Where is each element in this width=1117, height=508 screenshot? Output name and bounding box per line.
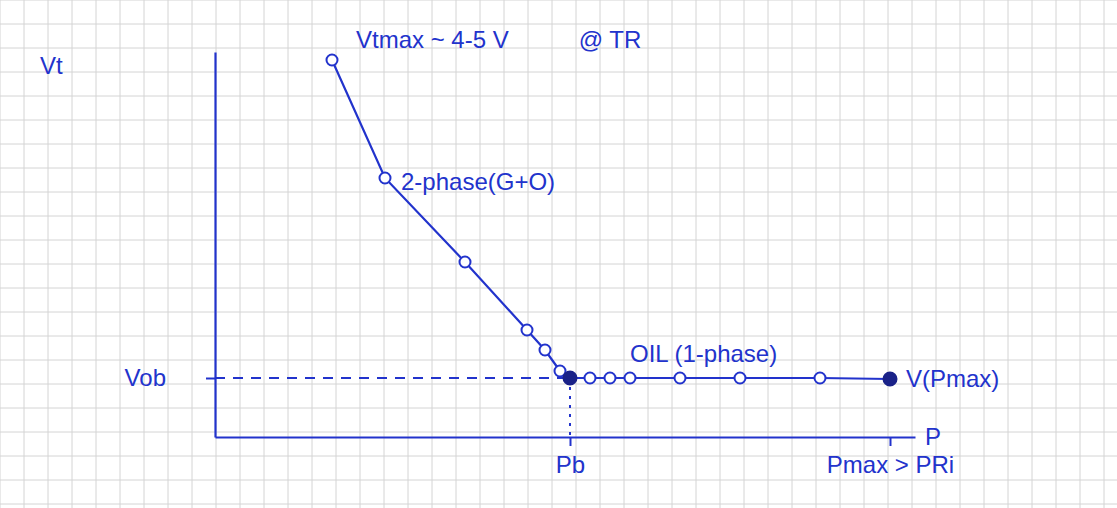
- axis-line: [214, 53, 216, 438]
- paper-line: [0, 240, 1117, 241]
- series-line: [332, 60, 560, 371]
- paper-line: [0, 24, 1117, 25]
- paper-line: [0, 120, 1117, 121]
- tick-mark: [890, 437, 892, 446]
- tick-label: Pb: [556, 451, 585, 478]
- guide-line: [215, 377, 570, 379]
- point: [815, 373, 826, 384]
- paper-line: [0, 192, 1117, 193]
- point: [327, 55, 338, 66]
- paper-line: [0, 216, 1117, 217]
- tick: Pb: [556, 437, 585, 478]
- paper-line: [0, 0, 1117, 1]
- series-label: OIL (1-phase): [630, 340, 777, 367]
- plot-area: [327, 55, 897, 386]
- guides: [215, 378, 570, 437]
- paper-line: [0, 504, 1117, 505]
- paper-line: [0, 360, 1117, 361]
- guide-line: [569, 378, 571, 437]
- point: [675, 373, 686, 384]
- point: [565, 373, 576, 384]
- paper-line: [0, 336, 1117, 337]
- series-label: 2-phase(G+O): [401, 168, 555, 195]
- paper-line: [0, 72, 1117, 73]
- x-axis-title: P: [925, 423, 941, 450]
- annotation: Vtmax ~ 4-5 V: [356, 26, 509, 53]
- x-axis: Pb Pmax > PRi: [216, 437, 955, 478]
- paper-line: [216, 0, 217, 508]
- point: [735, 373, 746, 384]
- chart: Pb Pmax > PRi Vob P Vt 2-phase(G+O) OIL (1-pha…: [0, 0, 1117, 508]
- tick-mark: [570, 437, 572, 446]
- point-dot: [884, 373, 897, 386]
- point: [625, 373, 636, 384]
- paper-line: [0, 312, 1117, 313]
- point: [605, 373, 616, 384]
- point: [585, 373, 596, 384]
- point: [460, 257, 471, 268]
- paper-line: [0, 288, 1117, 289]
- paper-line: [0, 264, 1117, 265]
- paper-line: [0, 168, 1117, 169]
- tick-label: Vob: [125, 364, 166, 391]
- paper-line: [0, 480, 1117, 481]
- tick: Vob: [125, 364, 215, 391]
- point: [540, 345, 551, 356]
- point: [380, 173, 391, 184]
- tick-label: Pmax > PRi: [827, 451, 954, 478]
- tick-mark: [206, 378, 215, 380]
- point: [522, 325, 533, 336]
- paper-grid: [0, 0, 1117, 508]
- y-axis: Vob: [125, 53, 216, 438]
- annotation: @ TR: [579, 26, 642, 53]
- paper-line: [0, 144, 1117, 145]
- paper-line: [0, 432, 1117, 433]
- point: [885, 374, 896, 385]
- axis-line: [216, 436, 916, 438]
- annotation: V(Pmax): [906, 365, 999, 392]
- paper-line: [0, 96, 1117, 97]
- paper-line: [0, 408, 1117, 409]
- paper-line: [0, 48, 1117, 49]
- series-line: [570, 378, 890, 379]
- y-axis-title: Vt: [40, 52, 63, 79]
- point-dot: [564, 372, 577, 385]
